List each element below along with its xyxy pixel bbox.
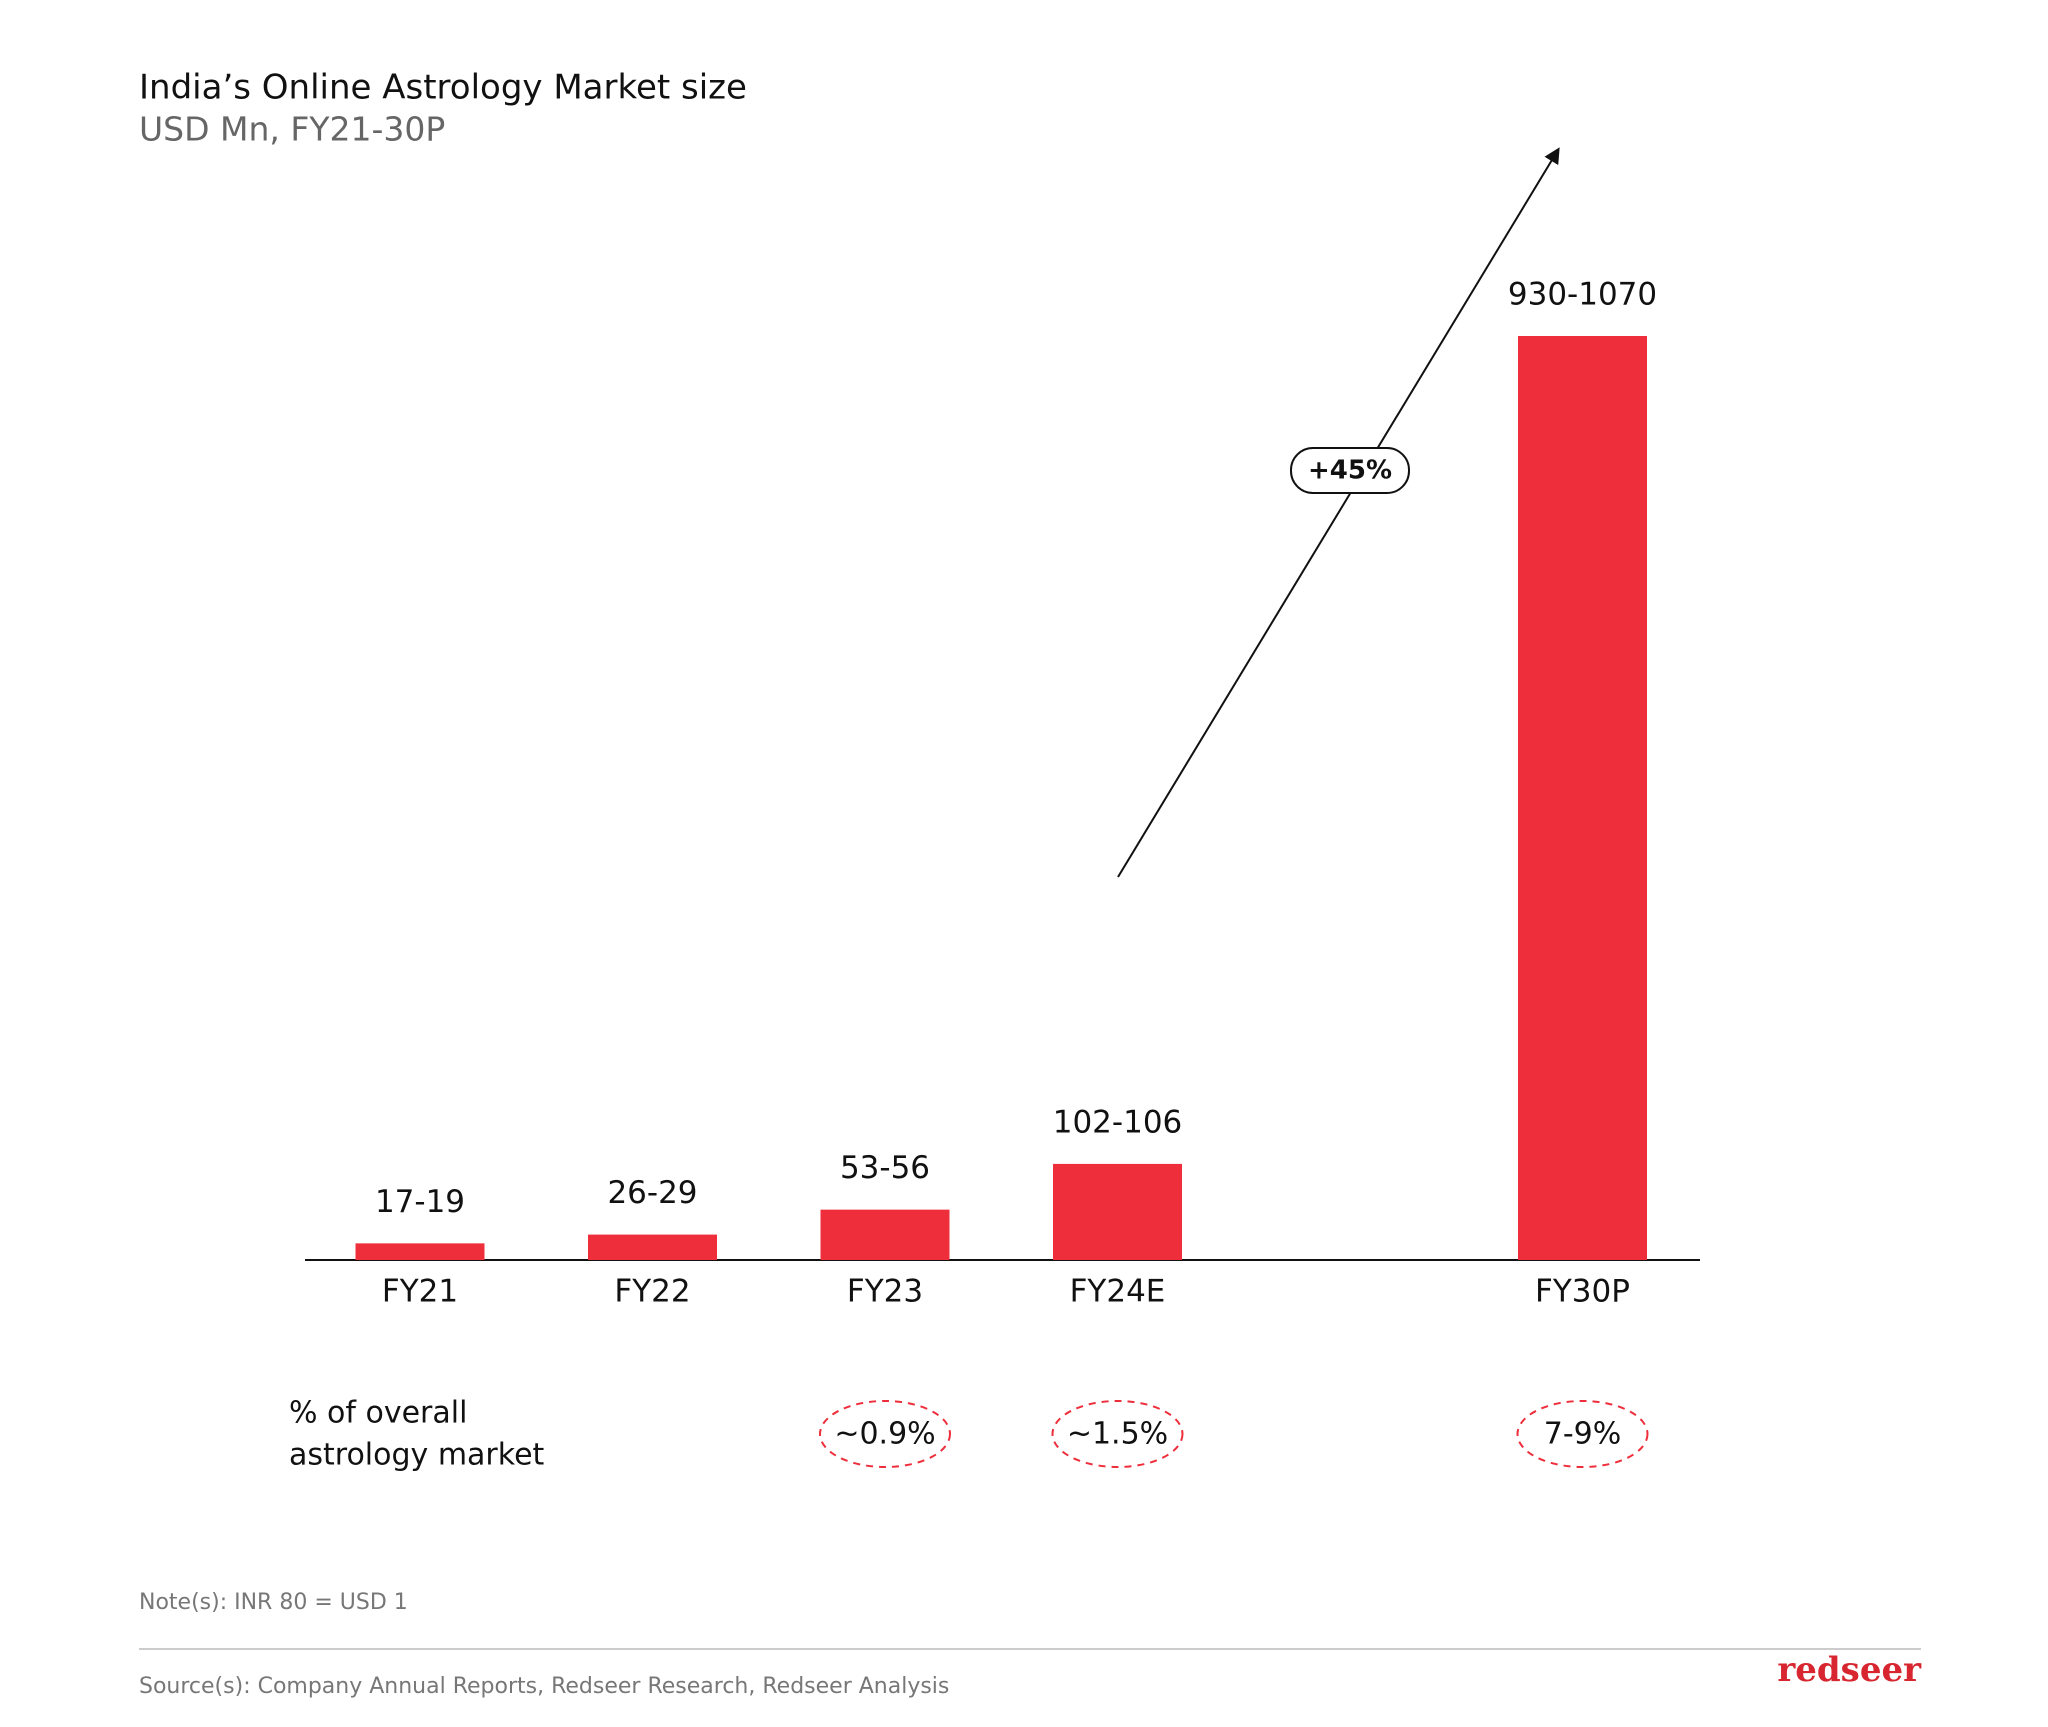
chart-subtitle: USD Mn, FY21-30P xyxy=(139,110,445,149)
share-row-label: astrology market xyxy=(289,1438,545,1473)
value-label: 930-1070 xyxy=(1508,277,1657,313)
bar xyxy=(1518,336,1647,1260)
growth-pill xyxy=(1290,447,1410,494)
bar xyxy=(588,1234,717,1260)
share-ellipse xyxy=(819,1400,951,1468)
note: Note(s): INR 80 = USD 1 xyxy=(139,1590,408,1615)
value-label: 26-29 xyxy=(607,1175,697,1211)
x-tick-label: FY30P xyxy=(1535,1274,1630,1310)
value-label: 17-19 xyxy=(375,1184,465,1220)
x-tick-label: FY23 xyxy=(847,1274,923,1310)
x-tick-label: FY24E xyxy=(1070,1274,1166,1310)
growth-label: +45% xyxy=(1308,456,1392,486)
chart-title: India’s Online Astrology Market size xyxy=(139,68,747,108)
share-ellipse xyxy=(1051,1400,1184,1468)
bar xyxy=(355,1243,485,1260)
value-label: 102-106 xyxy=(1053,1104,1183,1140)
bar xyxy=(820,1209,950,1260)
share-label: ~0.9% xyxy=(834,1417,935,1452)
x-tick-label: FY22 xyxy=(614,1274,690,1310)
share-label: 7-9% xyxy=(1544,1417,1622,1452)
bar xyxy=(1053,1163,1182,1260)
x-tick-label: FY21 xyxy=(382,1274,458,1310)
value-label: 53-56 xyxy=(840,1150,930,1186)
share-label: ~1.5% xyxy=(1067,1417,1168,1452)
logo: redseer xyxy=(1777,1650,1922,1690)
growth-arrow xyxy=(1117,147,1560,878)
share-ellipse xyxy=(1516,1400,1649,1468)
share-row-label: % of overall xyxy=(289,1396,467,1431)
source: Source(s): Company Annual Reports, Redse… xyxy=(139,1674,949,1699)
